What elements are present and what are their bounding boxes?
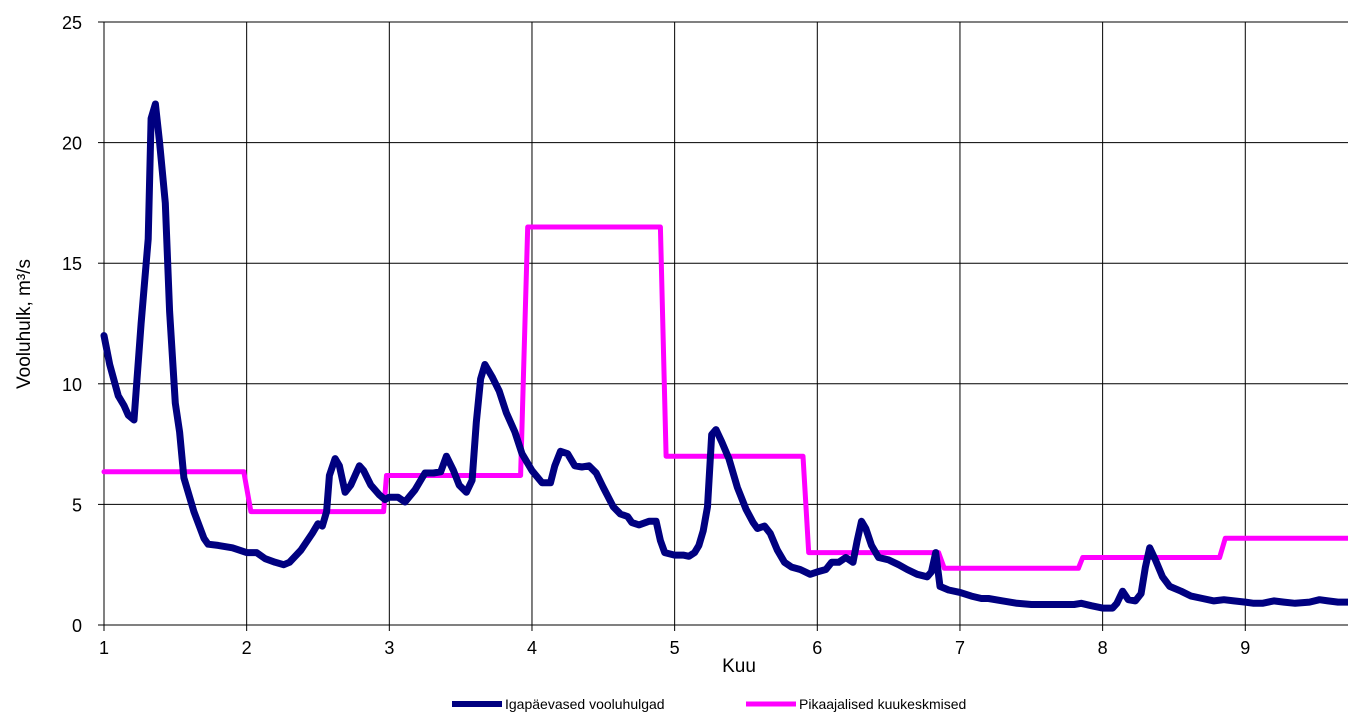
y-axis-label: Vooluhulk, m³/s (14, 259, 35, 389)
y-tick-label-5: 25 (62, 13, 82, 33)
x-tick-label-8: 9 (1240, 638, 1250, 658)
y-tick-label-3: 15 (62, 254, 82, 274)
series-lines (100, 100, 1348, 612)
x-tick-label-7: 8 (1098, 638, 1108, 658)
y-tick-label-0: 0 (72, 616, 82, 636)
x-tick-labels: 1 2 3 4 5 6 7 8 9 (99, 638, 1250, 658)
x-tick-label-1: 2 (242, 638, 252, 658)
legend-label-daily-flow: Igapäevased vooluhulgad (505, 696, 665, 712)
grid (98, 21, 1348, 631)
x-axis-label: Kuu (722, 656, 756, 677)
y-tick-labels: 0 5 10 15 20 25 (62, 13, 82, 636)
legend-label-monthly-mean: Pikaajalised kuukeskmised (799, 696, 966, 712)
y-tick-label-4: 20 (62, 134, 82, 154)
x-tick-label-4: 5 (670, 638, 680, 658)
x-tick-label-3: 4 (527, 638, 537, 658)
series-line-0 (100, 100, 1348, 612)
x-tick-label-0: 1 (99, 638, 109, 658)
legend: Igapäevased vooluhulgad Pikaajalised kuu… (452, 696, 966, 712)
series-line-1 (101, 224, 1348, 571)
x-tick-label-6: 7 (955, 638, 965, 658)
x-tick-label-2: 3 (384, 638, 394, 658)
y-tick-label-1: 5 (72, 495, 82, 515)
y-tick-label-2: 10 (62, 375, 82, 395)
x-tick-label-5: 6 (812, 638, 822, 658)
